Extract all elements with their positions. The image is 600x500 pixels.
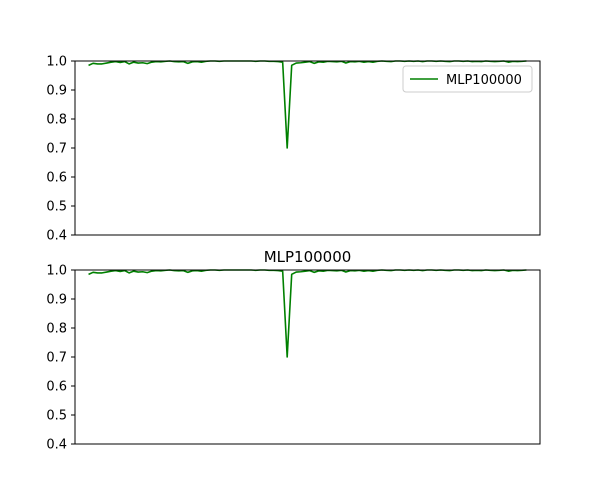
y-tick-label: 0.7 [46, 351, 67, 366]
y-tick-label: 0.6 [46, 380, 67, 395]
y-tick-label: 0.5 [46, 200, 67, 215]
axes-frame-top [74, 60, 541, 236]
legend-box [402, 65, 533, 93]
y-tick-label: 1.0 [46, 264, 67, 279]
axes-frame-bottom [74, 269, 541, 445]
legend-top: MLP100000 [402, 65, 533, 93]
y-axis-ticks-top: 0.4 0.5 0.6 0.7 0.8 0.9 1.0 [46, 55, 75, 244]
y-axis-ticks-bottom: 0.4 0.5 0.6 0.7 0.8 0.9 1.0 [46, 264, 75, 453]
y-tick-label: 0.9 [46, 84, 67, 99]
y-tick-label: 0.7 [46, 142, 67, 157]
y-tick-label: 0.5 [46, 409, 67, 424]
legend-label-mlp100000: MLP100000 [446, 73, 522, 88]
y-tick-label: 0.6 [46, 171, 67, 186]
subplot-top: 0.4 0.5 0.6 0.7 0.8 0.9 1.0 MLP100000 [46, 55, 541, 244]
y-tick-label: 0.4 [46, 229, 67, 244]
chart-title-bottom: MLP100000 [264, 248, 352, 266]
y-tick-label: 0.9 [46, 293, 67, 308]
y-tick-label: 0.4 [46, 438, 67, 453]
y-tick-label: 1.0 [46, 55, 67, 70]
subplot-bottom: 0.4 0.5 0.6 0.7 0.8 0.9 1.0 MLP100000 [46, 248, 541, 453]
y-tick-label: 0.8 [46, 322, 67, 337]
y-tick-label: 0.8 [46, 113, 67, 128]
